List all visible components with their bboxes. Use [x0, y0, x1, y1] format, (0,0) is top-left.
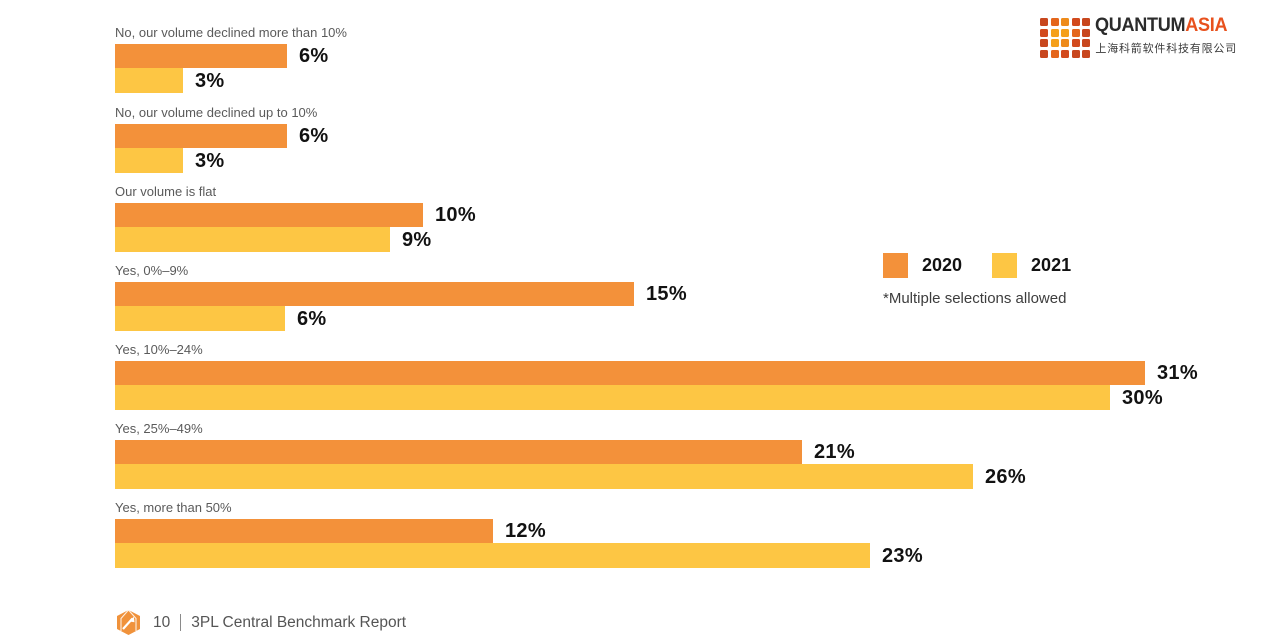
footer-text: 10 3PL Central Benchmark Report: [153, 614, 406, 632]
bar-line-2020: 15%: [115, 282, 687, 306]
value-label-2021: 3%: [195, 149, 225, 172]
bar-line-2021: 9%: [115, 227, 476, 252]
category-label: Yes, 0%–9%: [115, 263, 189, 278]
chart-footnote: *Multiple selections allowed: [883, 290, 1067, 307]
logo-mosaic-cell: [1082, 49, 1091, 58]
logo-mosaic-cell: [1082, 39, 1091, 47]
footer-separator: [180, 614, 182, 631]
chart-row: Our volume is flat 10% 9%: [115, 184, 476, 252]
logo-subtitle: 上海科箭软件科技有限公司: [1095, 43, 1237, 55]
category-label: Yes, 25%–49%: [115, 421, 203, 436]
category-label: Yes, 10%–24%: [115, 342, 203, 357]
legend-label-2020: 2020: [922, 255, 963, 275]
logo-mosaic-cell: [1050, 18, 1059, 26]
bar-line-2021: 3%: [115, 148, 329, 173]
logo-mosaic-cell: [1071, 28, 1080, 37]
bar-line-2020: 6%: [115, 124, 329, 148]
logo-mosaic-cell: [1040, 28, 1049, 37]
value-label-2021: 6%: [297, 307, 327, 330]
chart-legend: 2020 2021: [883, 253, 1071, 278]
logo-mosaic-cell: [1061, 49, 1070, 58]
category-label: No, our volume declined more than 10%: [115, 25, 347, 40]
bar-2021: [115, 464, 973, 489]
logo-mosaic-cell: [1050, 49, 1059, 58]
bar-2020: [115, 519, 493, 543]
3pl-central-cube-icon: [117, 609, 140, 635]
value-label-2021: 9%: [402, 228, 432, 251]
value-label-2020: 10%: [435, 204, 476, 226]
chart-row: Yes, 10%–24% 31% 30%: [115, 342, 1198, 410]
logo-mosaic-cell: [1082, 28, 1091, 37]
logo-mosaic-cell: [1061, 39, 1070, 47]
footer-page-number: 10: [153, 613, 171, 631]
bar-2020: [115, 44, 287, 68]
bar-line-2020: 31%: [115, 361, 1198, 385]
value-label-2020: 6%: [299, 45, 329, 67]
category-label: No, our volume declined up to 10%: [115, 105, 318, 120]
logo-mosaic-cell: [1071, 39, 1080, 47]
value-label-2020: 12%: [505, 520, 546, 542]
logo-text: QUANTUMASIA 上海科箭软件科技有限公司: [1095, 16, 1237, 56]
chart-row: Yes, 25%–49% 21% 26%: [115, 421, 1026, 489]
quantum-asia-logo: QUANTUMASIA 上海科箭软件科技有限公司: [1040, 16, 1237, 58]
logo-mosaic-icon: [1040, 18, 1091, 58]
bar-2021: [115, 148, 183, 173]
chart-row: No, our volume declined more than 10% 6% 3…: [115, 25, 347, 93]
logo-brand-name: QUANTUMASIA: [1095, 16, 1230, 35]
bar-line-2021: 6%: [115, 306, 687, 331]
bar-line-2021: 26%: [115, 464, 1026, 489]
value-label-2021: 3%: [195, 69, 225, 92]
logo-mosaic-cell: [1050, 39, 1059, 47]
logo-mosaic-cell: [1071, 49, 1080, 58]
bar-line-2021: 30%: [115, 385, 1198, 410]
bar-line-2021: 23%: [115, 543, 923, 568]
bar-2020: [115, 440, 802, 464]
chart-row: Yes, more than 50% 12% 23%: [115, 500, 923, 568]
logo-mosaic-cell: [1040, 49, 1049, 58]
logo-brand-primary: QUANTUM: [1095, 15, 1186, 36]
value-label-2021: 23%: [882, 544, 923, 567]
value-label-2020: 15%: [646, 283, 687, 305]
bar-2021: [115, 68, 183, 93]
category-label: Our volume is flat: [115, 184, 217, 199]
chart-row: No, our volume declined up to 10% 6% 3%: [115, 105, 329, 173]
logo-mosaic-cell: [1050, 28, 1059, 37]
logo-mosaic-cell: [1071, 18, 1080, 26]
bar-2021: [115, 543, 870, 568]
logo-mosaic-cell: [1061, 18, 1070, 26]
chart-row: Yes, 0%–9% 15% 6%: [115, 263, 687, 331]
value-label-2020: 21%: [814, 441, 855, 463]
category-label: Yes, more than 50%: [115, 500, 232, 515]
logo-brand-secondary: ASIA: [1185, 15, 1228, 36]
legend-label-2021: 2021: [1031, 255, 1072, 275]
bar-2021: [115, 306, 285, 331]
bar-line-2020: 12%: [115, 519, 923, 543]
bar-line-2020: 6%: [115, 44, 347, 68]
bar-line-2020: 10%: [115, 203, 476, 227]
bar-2020: [115, 361, 1145, 385]
logo-mosaic-cell: [1061, 28, 1070, 37]
value-label-2021: 26%: [985, 465, 1026, 488]
value-label-2020: 31%: [1157, 362, 1198, 384]
value-label-2021: 30%: [1122, 386, 1163, 409]
logo-mosaic-cell: [1040, 18, 1049, 26]
bar-2020: [115, 124, 287, 148]
page-footer: 10 3PL Central Benchmark Report: [115, 609, 406, 636]
bar-2020: [115, 203, 423, 227]
footer-report-title: 3PL Central Benchmark Report: [191, 613, 407, 631]
bar-line-2020: 21%: [115, 440, 1026, 464]
legend-swatch-2020: [883, 253, 908, 278]
value-label-2020: 6%: [299, 125, 329, 147]
logo-mosaic-cell: [1082, 18, 1091, 26]
bar-line-2021: 3%: [115, 68, 347, 93]
bar-2020: [115, 282, 634, 306]
bar-2021: [115, 227, 390, 252]
legend-swatch-2021: [992, 253, 1018, 278]
logo-mosaic-cell: [1040, 39, 1049, 47]
bar-2021: [115, 385, 1110, 410]
